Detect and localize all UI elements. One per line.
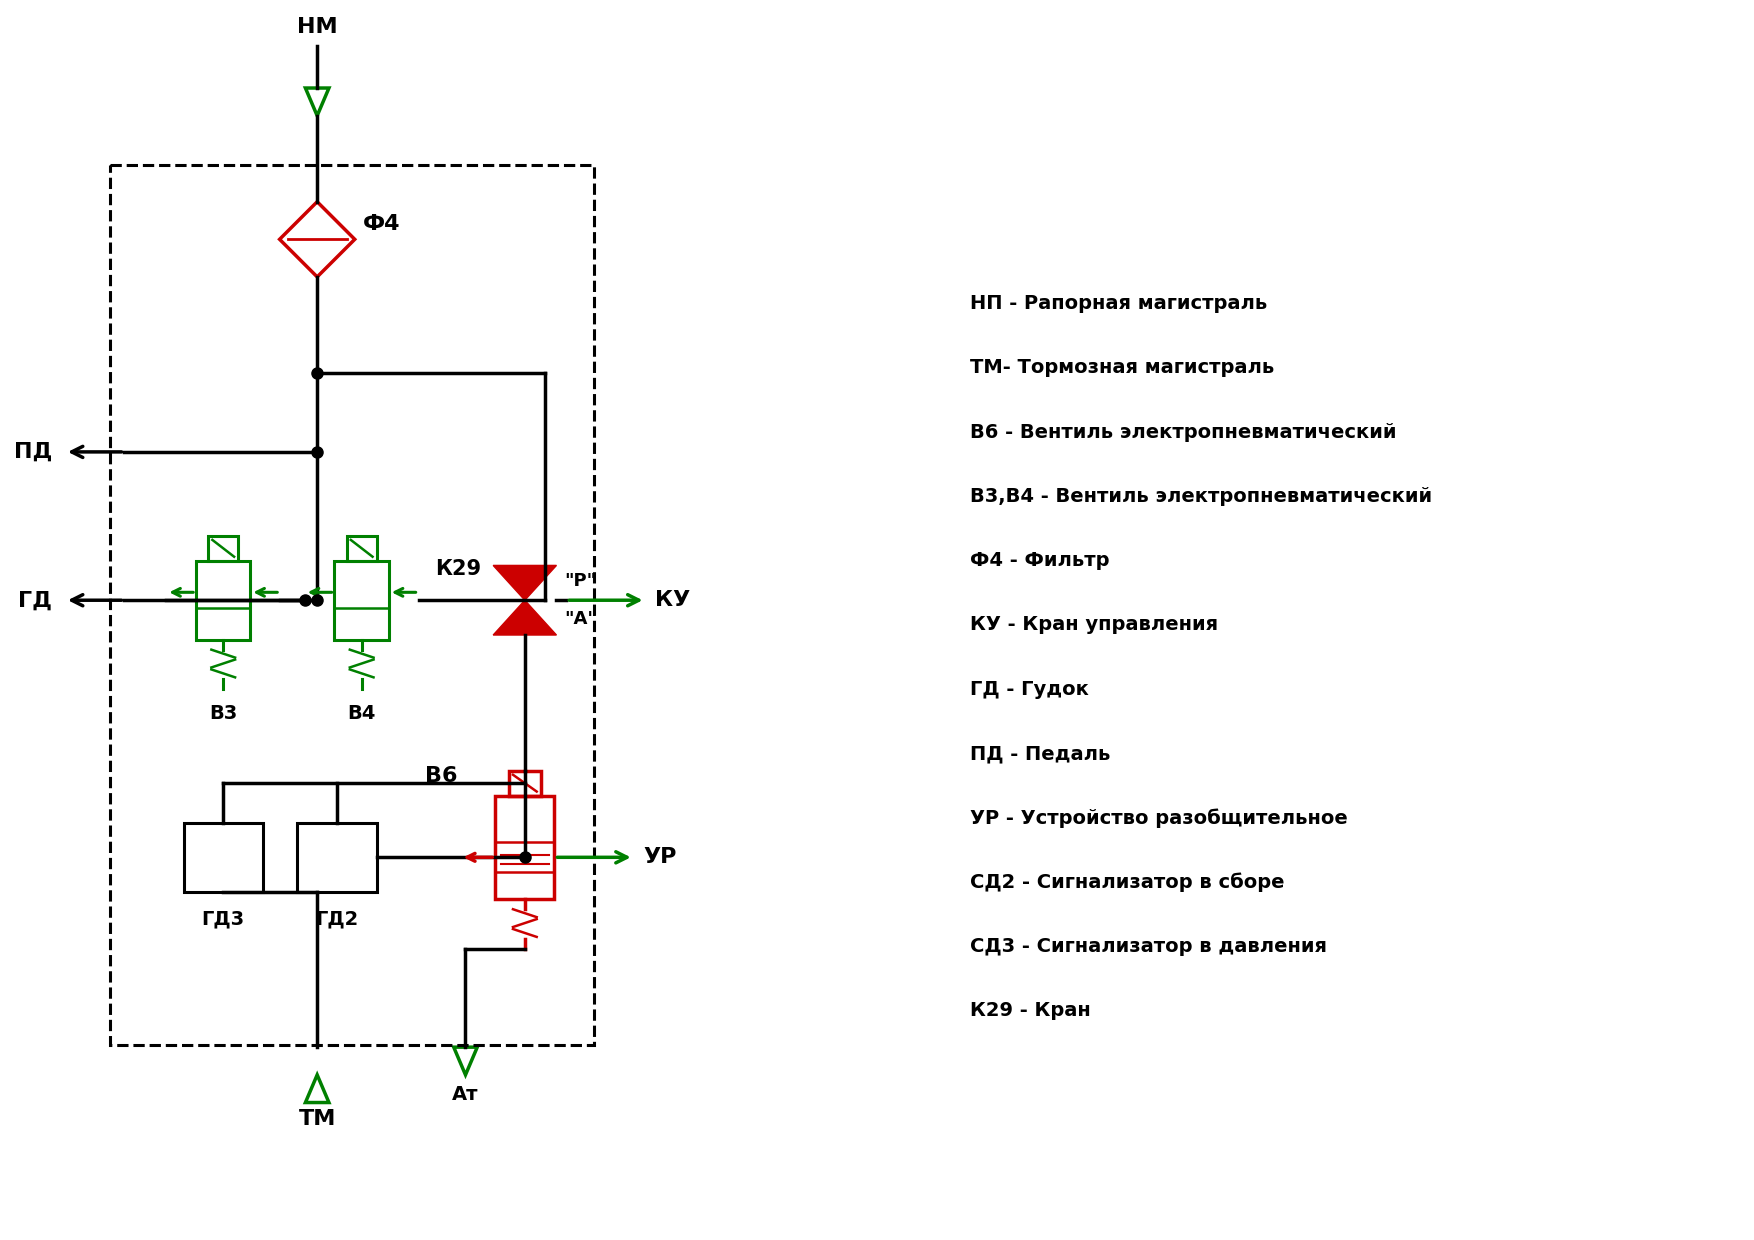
- Text: КУ: КУ: [656, 590, 691, 610]
- Text: НМ: НМ: [296, 16, 337, 37]
- Bar: [196, 560, 251, 640]
- Polygon shape: [493, 565, 556, 600]
- Bar: [298, 822, 377, 892]
- Text: "Р": "Р": [565, 572, 596, 590]
- Text: В3,В4 - Вентиль электропневматический: В3,В4 - Вентиль электропневматический: [970, 487, 1431, 506]
- Bar: [509, 771, 540, 796]
- Text: ГД2: ГД2: [316, 910, 358, 929]
- Text: "А": "А": [565, 610, 598, 629]
- Text: В3: В3: [209, 704, 237, 723]
- Text: ПД: ПД: [14, 441, 53, 463]
- Text: ПД - Педаль: ПД - Педаль: [970, 744, 1110, 763]
- Text: УР: УР: [644, 847, 677, 867]
- Text: ГД3: ГД3: [202, 910, 246, 929]
- Text: К29 - Кран: К29 - Кран: [970, 1001, 1091, 1021]
- Bar: [109, 165, 595, 1045]
- Text: ГД: ГД: [18, 590, 53, 610]
- Text: В6 - Вентиль электропневматический: В6 - Вентиль электропневматический: [970, 423, 1396, 441]
- Text: НП - Рапорная магистраль: НП - Рапорная магистраль: [970, 294, 1266, 312]
- Text: Ат: Ат: [453, 1085, 479, 1104]
- Bar: [209, 536, 239, 560]
- Text: В4: В4: [347, 704, 375, 723]
- Text: Ф4: Ф4: [363, 215, 400, 234]
- Bar: [184, 822, 263, 892]
- Text: В6: В6: [424, 766, 458, 786]
- Bar: [335, 560, 389, 640]
- Text: ГД - Гудок: ГД - Гудок: [970, 680, 1089, 698]
- Text: ТМ- Тормозная магистраль: ТМ- Тормозная магистраль: [970, 358, 1273, 377]
- Text: СД3 - Сигнализатор в давления: СД3 - Сигнализатор в давления: [970, 936, 1326, 956]
- Text: К29: К29: [435, 558, 481, 579]
- Text: Ф4 - Фильтр: Ф4 - Фильтр: [970, 551, 1109, 570]
- Bar: [347, 536, 377, 560]
- Text: КУ - Кран управления: КУ - Кран управления: [970, 615, 1217, 635]
- Text: СД2 - Сигнализатор в сборе: СД2 - Сигнализатор в сборе: [970, 872, 1284, 892]
- Text: УР - Устройство разобщительное: УР - Устройство разобщительное: [970, 808, 1347, 827]
- Polygon shape: [493, 600, 556, 635]
- Bar: [495, 796, 554, 899]
- Text: ТМ: ТМ: [298, 1110, 335, 1130]
